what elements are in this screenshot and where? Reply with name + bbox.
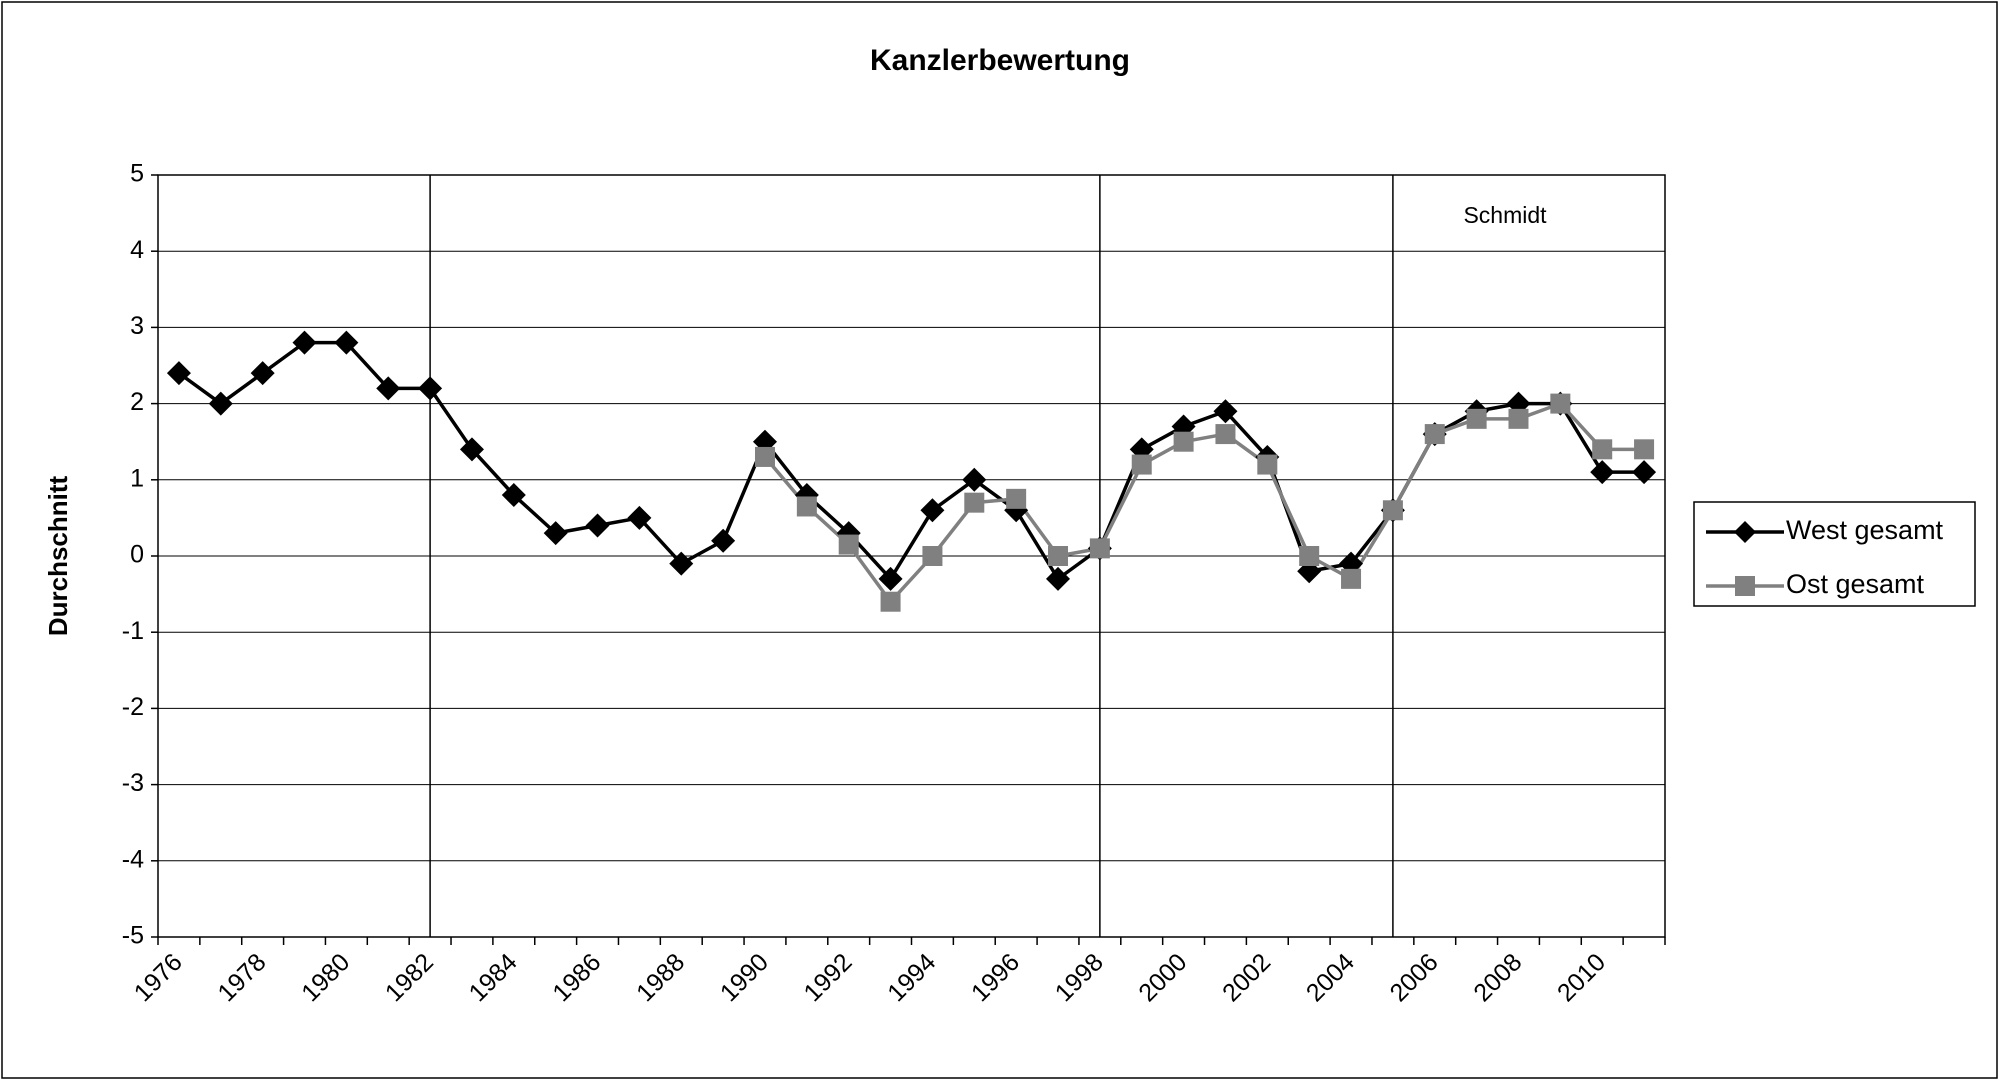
- data-point: [1592, 439, 1613, 460]
- legend-label: West gesamt: [1786, 515, 1944, 545]
- y-tick-label: -1: [122, 617, 144, 645]
- data-point: [376, 376, 401, 401]
- data-point: [1089, 538, 1110, 559]
- data-point: [1508, 408, 1529, 429]
- data-point: [1424, 424, 1445, 445]
- y-tick-label: 1: [130, 464, 144, 492]
- data-point: [1590, 460, 1615, 485]
- y-axis-label: Durchschnitt: [43, 475, 73, 636]
- data-point: [501, 483, 526, 508]
- data-point: [1046, 566, 1071, 591]
- data-point: [880, 591, 901, 612]
- y-tick-label: -3: [122, 769, 144, 797]
- data-point: [1131, 454, 1152, 475]
- chart-title: Kanzlerbewertung: [870, 44, 1130, 77]
- y-tick-label: -4: [122, 845, 144, 873]
- y-tick-label: -5: [122, 922, 144, 950]
- data-point: [1466, 408, 1487, 429]
- data-point: [1634, 439, 1655, 460]
- data-point: [1213, 399, 1238, 424]
- data-point: [1550, 393, 1571, 414]
- data-point: [1215, 424, 1236, 445]
- data-point: [920, 498, 945, 523]
- data-point: [208, 391, 233, 416]
- y-tick-label: 5: [130, 160, 144, 188]
- data-point: [1299, 546, 1320, 566]
- y-tick-label: 0: [130, 541, 144, 569]
- series-line: [763, 401, 1645, 604]
- data-point: [585, 513, 610, 538]
- data-point: [1341, 568, 1362, 589]
- y-tick-label: -2: [122, 693, 144, 721]
- data-point: [878, 566, 903, 591]
- data-point: [669, 551, 694, 576]
- data-point: [962, 467, 987, 492]
- legend-marker: [1734, 521, 1756, 543]
- data-point: [166, 361, 191, 386]
- data-point: [543, 521, 568, 546]
- data-point: [292, 330, 317, 355]
- data-point: [922, 546, 943, 566]
- legend-label: Ost gesamt: [1786, 569, 1925, 599]
- data-point: [459, 437, 484, 462]
- data-point: [796, 496, 817, 517]
- legend-marker: [1735, 576, 1755, 596]
- annotation: Schmidt: [1463, 202, 1547, 228]
- data-point: [334, 330, 359, 355]
- data-point: [1048, 546, 1069, 566]
- data-point: [1006, 488, 1027, 509]
- data-point: [838, 534, 859, 555]
- data-point: [964, 492, 985, 513]
- data-point: [1382, 500, 1403, 521]
- data-point: [1257, 454, 1278, 475]
- data-point: [711, 528, 736, 553]
- y-tick-label: 4: [130, 236, 144, 264]
- y-tick-label: 2: [130, 388, 144, 416]
- data-point: [250, 361, 275, 386]
- data-point: [418, 376, 443, 401]
- data-point: [1632, 460, 1657, 485]
- y-tick-label: 3: [130, 312, 144, 340]
- data-point: [627, 505, 652, 530]
- data-point: [1173, 431, 1194, 452]
- data-point: [754, 446, 775, 467]
